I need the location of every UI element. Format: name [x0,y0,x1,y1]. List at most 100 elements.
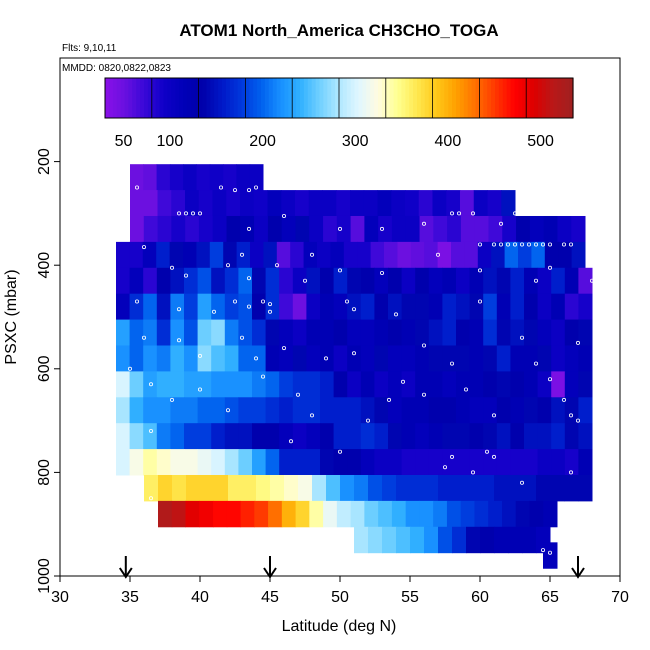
heatmap-cell [116,371,131,398]
heatmap-cell [226,190,241,217]
heatmap-cell [469,345,484,372]
colorbar-segment [537,78,543,118]
sample-point [274,263,279,268]
heatmap-cell [442,423,457,450]
heatmap-cell [564,474,579,502]
heatmap-cell [185,215,200,243]
x-tick-label: 40 [191,589,209,606]
heatmap-cell [347,449,362,476]
heatmap-cell [388,345,403,372]
heatmap-cell [333,319,348,346]
heatmap-cell [306,449,321,476]
heatmap-cell [564,423,579,450]
heatmap-cell [424,474,439,502]
heatmap-cell [143,449,158,476]
sample-point [127,366,132,371]
colorbar-segment [186,78,192,118]
x-tick-label: 45 [261,589,279,606]
sample-point [435,252,440,257]
colorbar-segment [502,78,508,118]
colorbar-segment [350,78,356,118]
heatmap-cell [363,190,378,217]
colorbar-segment [541,78,547,118]
heatmap-cell [347,267,362,295]
colorbar-segment [151,78,157,118]
heatmap-cell [522,526,537,554]
sample-point [232,188,237,193]
colorbar-segment [506,78,512,118]
heatmap-cell [223,241,238,269]
heatmap-cell [252,267,267,295]
colorbar-segment [190,78,196,118]
sample-point [421,392,426,397]
colorbar-segment [487,78,492,118]
heatmap-cell [544,241,559,269]
sample-point [505,242,510,247]
heatmap-cell [578,474,593,502]
heatmap-cell [524,319,539,346]
heatmap-cell [354,526,369,554]
heatmap-cell [508,526,523,554]
heatmap-cell [442,371,457,398]
heatmap-cell [156,423,171,450]
heatmap-cell [487,190,502,217]
heatmap-cell [224,293,239,321]
heatmap-cell [433,215,448,243]
heatmap-cell [292,345,307,372]
colorbar-segment [179,78,184,118]
sample-point [190,211,195,216]
heatmap-cell [374,371,389,398]
colorbar-segment [557,78,562,118]
sample-point [365,418,370,423]
heatmap-cell [238,397,253,424]
colorbar-segment [424,78,430,118]
heatmap-cell [254,215,269,243]
heatmap-cell [401,319,416,346]
heatmap-cell [184,267,199,295]
heatmap-cell [116,293,131,321]
heatmap-cell [502,215,517,243]
heatmap-cell [226,500,242,528]
sample-point [477,242,482,247]
sample-point [548,265,553,270]
colorbar-segment [128,78,133,118]
heatmap-cell [428,267,443,295]
sample-point [541,242,546,247]
heatmap-cell [483,423,498,450]
colorbar-tick-label: 400 [435,133,462,150]
heatmap-cell [236,164,251,191]
heatmap-cell [320,345,335,372]
heatmap-cell [401,371,416,398]
heatmap-cell [447,215,462,243]
colorbar-segment [194,78,200,118]
heatmap-cell [347,397,362,424]
heatmap-cell [469,267,484,295]
heatmap-cell [336,215,352,243]
heatmap-cell [469,423,484,450]
sample-point [246,188,251,193]
sample-point [449,361,454,366]
heatmap-cell [494,474,509,502]
heatmap-cell [265,371,280,398]
heatmap-cell [252,345,267,372]
colorbar-segment [475,78,480,118]
sample-point [498,242,503,247]
heatmap-cell [279,397,294,424]
heatmap-cell [374,449,389,476]
colorbar-segment [483,78,488,118]
heatmap-cell [405,215,421,243]
heatmap-cell [419,215,434,243]
colorbar-segment [534,78,539,118]
heatmap-cell [401,449,416,476]
sample-point [569,242,574,247]
heatmap-cell [496,345,511,372]
heatmap-cell [116,267,131,295]
heatmap-cell [474,500,489,528]
heatmap-cell [524,345,539,372]
heatmap-cell [211,397,226,424]
heatmap-cell [537,423,552,450]
sample-point [197,353,202,358]
heatmap-cell [388,319,403,346]
heatmap-cell [360,267,375,295]
heatmap-cell [496,449,511,476]
